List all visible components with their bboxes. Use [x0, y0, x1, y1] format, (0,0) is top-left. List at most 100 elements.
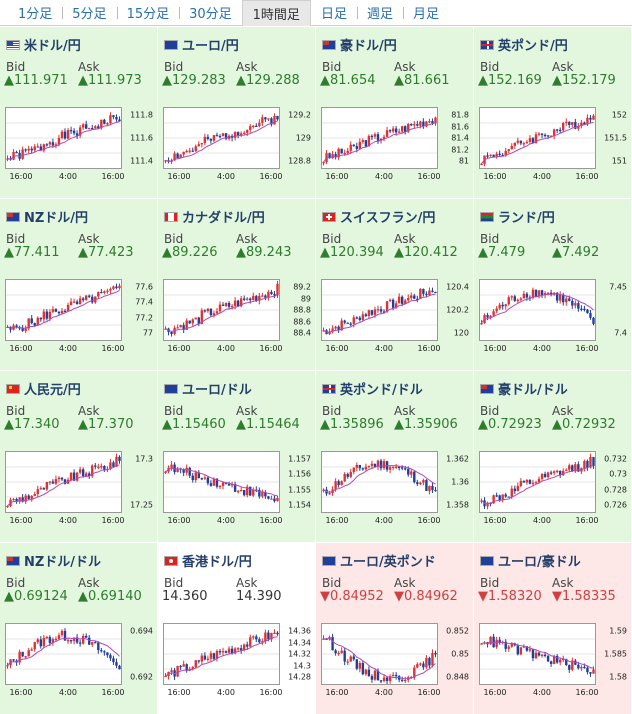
candle-body [252, 489, 255, 496]
pair-name-link[interactable]: 米ドル/円 [6, 35, 81, 54]
y-tick-label: 129.2 [288, 110, 311, 120]
pair-name-link[interactable]: ユーロ/豪ドル [480, 551, 581, 570]
candle-body [592, 317, 595, 324]
candle-body [264, 492, 267, 497]
pair-name-link[interactable]: NZドル/ドル [6, 551, 101, 570]
candle-body [404, 468, 407, 470]
candle-body [385, 130, 389, 137]
mini-candlestick-chart[interactable] [163, 279, 280, 341]
candle-body [100, 119, 103, 129]
pair-name-link[interactable]: カナダドル/円 [164, 207, 265, 226]
au-flag-icon [480, 383, 494, 394]
mini-candlestick-chart[interactable] [5, 279, 122, 341]
candle-body [349, 656, 352, 662]
candle-body [24, 149, 27, 151]
pair-name-link[interactable]: ユーロ/英ポンド [322, 551, 436, 570]
candle-body [109, 655, 112, 659]
candle-body [525, 293, 529, 298]
mini-candlestick-chart[interactable] [163, 107, 280, 169]
candle-body [413, 471, 416, 483]
ask-value: ▲17.370 [78, 417, 134, 432]
currency-card[interactable]: 米ドル/円 Bid Ask ▲111.971 ▲111.973 111.8 111… [0, 27, 157, 198]
mini-candlestick-chart[interactable] [321, 623, 438, 685]
candle-body [273, 632, 276, 634]
tab-1[interactable]: 5分足 [62, 0, 116, 25]
candle-body [571, 300, 574, 306]
tab-3[interactable]: 30分足 [179, 0, 242, 25]
currency-card[interactable]: 豪ドル/円 Bid Ask ▲81.654 ▲81.661 81.8 81.6 81… [316, 27, 473, 198]
mini-candlestick-chart[interactable] [163, 623, 280, 685]
currency-card[interactable]: ユーロ/ドル Bid Ask ▲1.15460 ▲1.15464 1.157 1.… [158, 371, 315, 542]
currency-card[interactable]: 人民元/円 Bid Ask ▲17.340 ▲17.370 17.3 17.25 … [0, 371, 157, 542]
tab-4[interactable]: 1時間足 [241, 0, 311, 26]
currency-card[interactable]: スイスフラン/円 Bid Ask ▲120.394 ▲120.412 120.4… [316, 199, 473, 370]
nz-flag-icon [6, 555, 20, 566]
candle-body [112, 462, 115, 467]
pair-name-link[interactable]: スイスフラン/円 [322, 207, 435, 226]
candle-body [97, 292, 100, 297]
bid-label: Bid [164, 60, 184, 74]
pair-name-link[interactable]: ユーロ/円 [164, 35, 239, 54]
mini-candlestick-chart[interactable] [479, 279, 596, 341]
pair-name-link[interactable]: 豪ドル/円 [322, 35, 397, 54]
candle-body [555, 292, 559, 301]
pair-name-link[interactable]: 英ポンド/ドル [322, 379, 423, 398]
currency-card[interactable]: ユーロ/英ポンド Bid Ask ▼0.84952 ▼0.84962 0.852… [316, 543, 473, 714]
y-tick-label: 151.5 [604, 133, 627, 143]
currency-card[interactable]: NZドル/円 Bid Ask ▲77.411 ▲77.423 77.6 77.4 7… [0, 199, 157, 370]
x-tick-label: 4:00 [59, 688, 77, 697]
mini-candlestick-chart[interactable] [321, 451, 438, 513]
tab-7[interactable]: 月足 [402, 0, 449, 25]
currency-card[interactable]: 香港ドル/円 Bid Ask 14.360 14.390 14.36 14.34 1… [158, 543, 315, 714]
candle-body [419, 482, 422, 485]
currency-card[interactable]: 英ポンド/ドル Bid Ask ▲1.35896 ▲1.35906 1.362 1… [316, 371, 473, 542]
mini-candlestick-chart[interactable] [321, 107, 438, 169]
mini-candlestick-chart[interactable] [5, 451, 122, 513]
currency-card[interactable]: ユーロ/円 Bid Ask ▲129.283 ▲129.288 129.2 129… [158, 27, 315, 198]
pair-name-link[interactable]: 豪ドル/ドル [480, 379, 568, 398]
tab-2[interactable]: 15分足 [116, 0, 180, 25]
mini-candlestick-chart[interactable] [321, 279, 438, 341]
currency-card[interactable]: ユーロ/豪ドル Bid Ask ▼1.58320 ▼1.58335 1.59 1.… [474, 543, 631, 714]
candle-body [568, 121, 571, 125]
currency-card[interactable]: 英ポンド/円 Bid Ask ▲152.169 ▲152.179 152 151.… [474, 27, 631, 198]
bid-label: Bid [480, 232, 500, 246]
candle-body [173, 153, 176, 161]
mini-candlestick-chart[interactable] [163, 451, 280, 513]
mini-candlestick-chart[interactable] [5, 107, 122, 169]
candle-body [525, 646, 529, 651]
pair-name-link[interactable]: ランド/円 [480, 207, 555, 226]
pair-name-link[interactable]: ユーロ/ドル [164, 379, 252, 398]
moving-average-line [481, 641, 594, 669]
candle-body [91, 128, 94, 130]
currency-card[interactable]: NZドル/ドル Bid Ask ▲0.69124 ▲0.69140 0.694 0… [0, 543, 157, 714]
candle-body [407, 297, 410, 301]
mini-candlestick-chart[interactable] [479, 451, 596, 513]
candle-body [261, 295, 264, 297]
y-tick-label: 77 [142, 328, 153, 338]
mini-candlestick-chart[interactable] [5, 623, 122, 685]
currency-card[interactable]: カナダドル/円 Bid Ask ▲89.226 ▲89.243 89.2 89 88… [158, 199, 315, 370]
candle-body [337, 652, 340, 655]
pair-name-link[interactable]: 香港ドル/円 [164, 551, 252, 570]
y-tick-label: 111.8 [130, 110, 153, 120]
tab-0[interactable]: 1分足 [18, 7, 53, 22]
candle-body [88, 128, 91, 130]
mini-candlestick-chart[interactable] [479, 107, 596, 169]
candle-body [513, 643, 517, 646]
tab-5[interactable]: 日足 [320, 7, 347, 22]
candle-body [97, 126, 100, 129]
candle-body [555, 129, 559, 131]
tab-6[interactable]: 週足 [356, 0, 403, 25]
ask-value: ▲1.35906 [394, 417, 458, 432]
pair-name-link[interactable]: 人民元/円 [6, 379, 81, 398]
currency-card[interactable]: 豪ドル/ドル Bid Ask ▲0.72923 ▲0.72932 0.732 0.… [474, 371, 631, 542]
currency-card[interactable]: ランド/円 Bid Ask ▲7.479 ▲7.492 7.45 7.4 16:0… [474, 199, 631, 370]
candle-body [364, 669, 368, 675]
x-tick-label: 16:00 [325, 516, 349, 525]
candle-body [522, 293, 526, 299]
mini-candlestick-chart[interactable] [479, 623, 596, 685]
candle-body [364, 466, 368, 470]
pair-name-link[interactable]: NZドル/円 [6, 207, 88, 226]
pair-name-link[interactable]: 英ポンド/円 [480, 35, 568, 54]
